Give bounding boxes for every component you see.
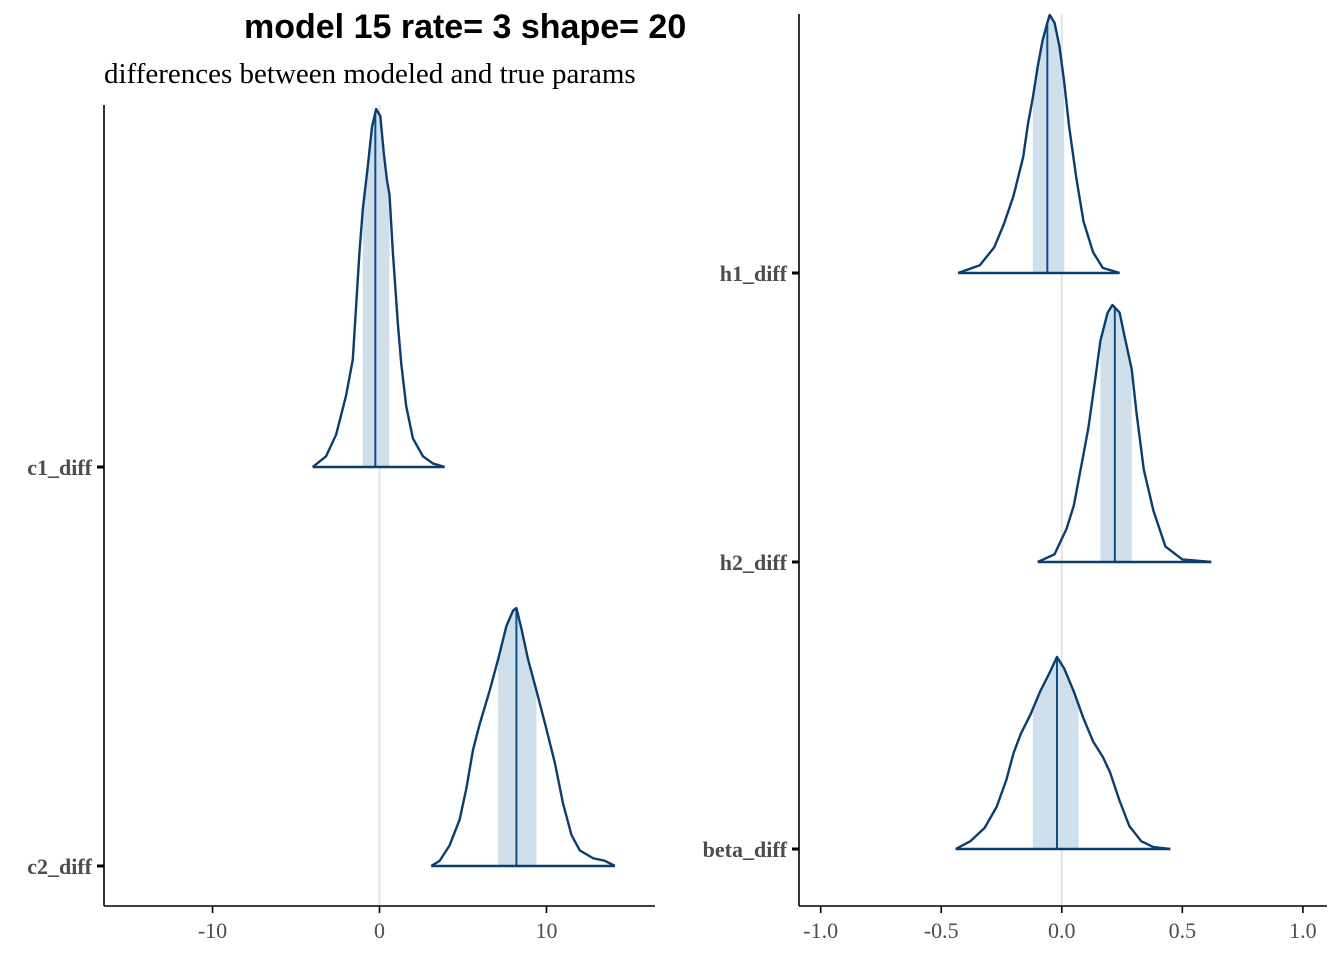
chart-subtitle: differences between modeled and true par…	[104, 58, 636, 90]
x-tick-label: 1.0	[1289, 918, 1317, 943]
x-tick-label: 0.0	[1048, 918, 1076, 943]
category-label-c1_diff: c1_diff	[27, 455, 92, 480]
ridge-beta_diff	[955, 655, 1171, 851]
credible-interval-band	[1032, 657, 1079, 849]
ridge-h1_diff	[957, 13, 1121, 275]
category-label-h2_diff: h2_diff	[720, 550, 788, 575]
x-tick-label: 0.5	[1169, 918, 1197, 943]
ridge-c1_diff	[311, 107, 445, 469]
density-curve	[430, 606, 616, 868]
density-curve	[1037, 303, 1212, 564]
density-curve	[957, 13, 1121, 275]
credible-interval-band	[1100, 305, 1132, 562]
x-tick-label: -10	[198, 918, 227, 943]
x-tick-label: -0.5	[924, 918, 959, 943]
ridge-c2_diff	[430, 606, 616, 868]
ridge-h2_diff	[1037, 303, 1212, 564]
category-label-beta_diff: beta_diff	[703, 837, 788, 862]
panel-left: c1_diff c2_diff -10 0 10	[27, 105, 655, 943]
x-tick-label: 10	[535, 918, 557, 943]
credible-interval-band	[1032, 15, 1065, 274]
density-curve	[955, 655, 1171, 851]
category-label-h1_diff: h1_diff	[720, 261, 788, 286]
density-curve	[311, 107, 445, 469]
category-label-c2_diff: c2_diff	[27, 854, 92, 879]
chart-title: model 15 rate= 3 shape= 20	[244, 8, 687, 46]
x-tick-label: -1.0	[803, 918, 838, 943]
x-tick-label: 0	[374, 918, 385, 943]
panel-right: h1_diff h2_diff beta_diff -1.0 -0.5 0.0 0.5 1.0	[703, 13, 1327, 943]
